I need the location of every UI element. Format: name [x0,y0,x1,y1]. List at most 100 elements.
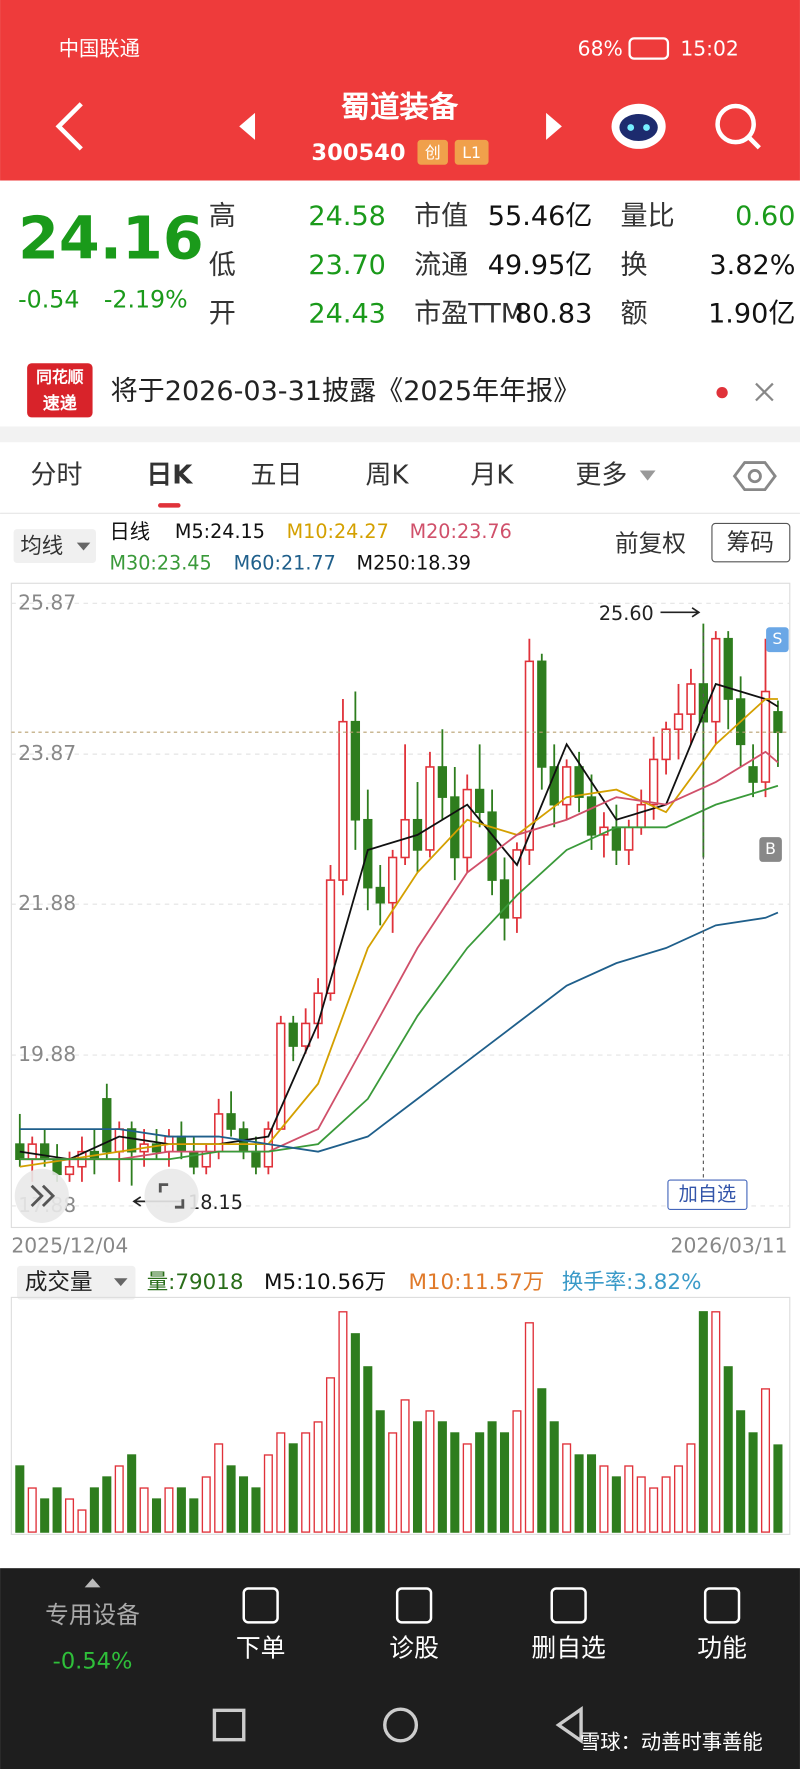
candle-body [748,766,758,783]
candle-body [313,992,323,1025]
tab[interactable]: 周K [366,461,410,491]
tag: L1 [462,143,481,162]
next-stock[interactable] [546,112,562,140]
tab[interactable]: 日K [146,461,193,491]
badge: 同花顺 [36,367,84,386]
volume-bar [350,1333,360,1533]
volume-bar [400,1399,410,1533]
footer-button[interactable]: 诊股 [389,1633,439,1662]
candle-body [189,1150,199,1168]
y-tick-label: 23.87 [18,741,76,765]
volume-bar [102,1476,112,1533]
candle-body [288,1022,298,1047]
expand-btn[interactable] [144,1168,199,1223]
volume-bar [611,1476,621,1533]
tab[interactable]: 月K [470,461,514,491]
volume-bar [748,1432,758,1533]
ma-legend: M20:23.76 [410,520,512,543]
y-tick-label: 25.87 [18,590,76,614]
field-value: 80.83 [515,298,592,329]
search-icon[interactable] [715,103,761,150]
button-icon [703,1587,741,1624]
tab[interactable]: 更多 [575,461,627,491]
ma-select-bg[interactable] [13,529,96,563]
volume-bar [89,1487,99,1533]
sell-marker [766,627,789,653]
volume-bar [760,1388,771,1533]
candle-body [487,811,497,881]
field-value: 23.70 [308,250,385,281]
close-notice[interactable] [755,382,774,402]
footer-button[interactable]: 下单 [236,1633,286,1662]
candle-body [574,766,584,798]
volume-bar [27,1487,37,1533]
volume-bar [114,1465,124,1533]
volume-bar [512,1410,522,1533]
settings-icon[interactable] [732,461,777,492]
stock-name: 蜀道装备 [341,90,459,124]
tab[interactable]: 五日 [251,461,303,491]
assistant-icon[interactable] [611,103,666,149]
field-value: 24.43 [308,298,385,329]
candle-body [673,713,684,731]
vol-select-bg[interactable] [16,1265,136,1300]
prev-stock[interactable] [239,112,256,140]
ma-line [19,750,779,1161]
nav-back[interactable] [555,1705,583,1745]
candle-body [27,1143,37,1161]
price: 24.16 [18,205,204,273]
footer-button[interactable]: 删自选 [531,1633,605,1662]
badge: 速递 [43,393,77,413]
field-label: 额 [621,298,648,329]
volume-bar [301,1432,311,1533]
buy-marker [759,837,782,862]
collapse-icon [30,1184,56,1208]
adjust[interactable]: 前复权 [615,529,686,557]
candle-body [586,796,597,836]
field-label: 量比 [621,201,675,232]
volume-bar [288,1443,298,1533]
back-button[interactable] [55,102,83,151]
stock-code: 300540 [311,140,405,166]
candle-body [425,766,435,851]
volume-bar [226,1465,236,1533]
candle-body [475,788,485,813]
candle-body [64,1165,75,1176]
ma-legend: M30:23.45 [109,552,211,575]
bottom-bar [0,1568,800,1769]
candle-body [40,1143,50,1161]
candle-body [760,690,771,783]
candle-body [263,1128,274,1168]
change: -0.54 [18,286,79,314]
volume-bar [425,1410,435,1533]
sell-marker-text: S [772,629,782,648]
volume-bar [77,1509,87,1533]
candle-body [512,849,522,919]
volume-bar [276,1432,286,1533]
nav-home[interactable] [383,1707,419,1743]
footer-button[interactable]: 功能 [697,1633,747,1662]
candle-body [773,711,783,734]
candle-body [214,1113,224,1153]
chip-bg[interactable] [711,522,791,563]
volume-bar [711,1311,721,1533]
candle-body [350,720,361,821]
volume-bar [164,1487,174,1533]
volume-bar [325,1377,336,1533]
chart-frame [10,582,791,1229]
badge-bg [27,363,93,418]
tag-bg [417,139,448,165]
add-watch-bg[interactable] [667,1179,748,1210]
tab[interactable]: 分时 [31,461,83,491]
y-tick-label: 21.88 [18,891,76,915]
volume-bar [562,1443,572,1533]
volume-bar [40,1498,50,1533]
tag-bg [454,139,489,165]
candle-body [363,818,373,889]
volume-bar [64,1498,75,1533]
candle-body [450,796,460,859]
field-label: 换 [621,250,648,281]
volume-bar [412,1421,423,1533]
nav-recent[interactable] [212,1708,246,1742]
